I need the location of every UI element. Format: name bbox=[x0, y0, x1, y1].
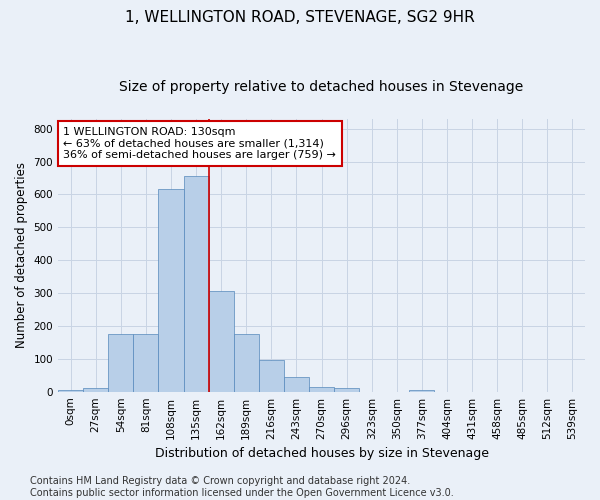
Y-axis label: Number of detached properties: Number of detached properties bbox=[15, 162, 28, 348]
Bar bbox=[58, 390, 83, 392]
Bar bbox=[209, 292, 233, 392]
Bar bbox=[133, 334, 158, 392]
X-axis label: Distribution of detached houses by size in Stevenage: Distribution of detached houses by size … bbox=[155, 447, 488, 460]
Title: Size of property relative to detached houses in Stevenage: Size of property relative to detached ho… bbox=[119, 80, 524, 94]
Bar bbox=[108, 334, 133, 392]
Bar bbox=[284, 377, 309, 392]
Bar bbox=[233, 334, 259, 392]
Bar bbox=[83, 388, 108, 392]
Text: Contains HM Land Registry data © Crown copyright and database right 2024.
Contai: Contains HM Land Registry data © Crown c… bbox=[30, 476, 454, 498]
Bar bbox=[409, 390, 434, 392]
Text: 1 WELLINGTON ROAD: 130sqm
← 63% of detached houses are smaller (1,314)
36% of se: 1 WELLINGTON ROAD: 130sqm ← 63% of detac… bbox=[64, 127, 336, 160]
Bar bbox=[184, 176, 209, 392]
Bar bbox=[334, 388, 359, 392]
Bar bbox=[309, 388, 334, 392]
Text: 1, WELLINGTON ROAD, STEVENAGE, SG2 9HR: 1, WELLINGTON ROAD, STEVENAGE, SG2 9HR bbox=[125, 10, 475, 25]
Bar bbox=[259, 360, 284, 392]
Bar bbox=[158, 190, 184, 392]
